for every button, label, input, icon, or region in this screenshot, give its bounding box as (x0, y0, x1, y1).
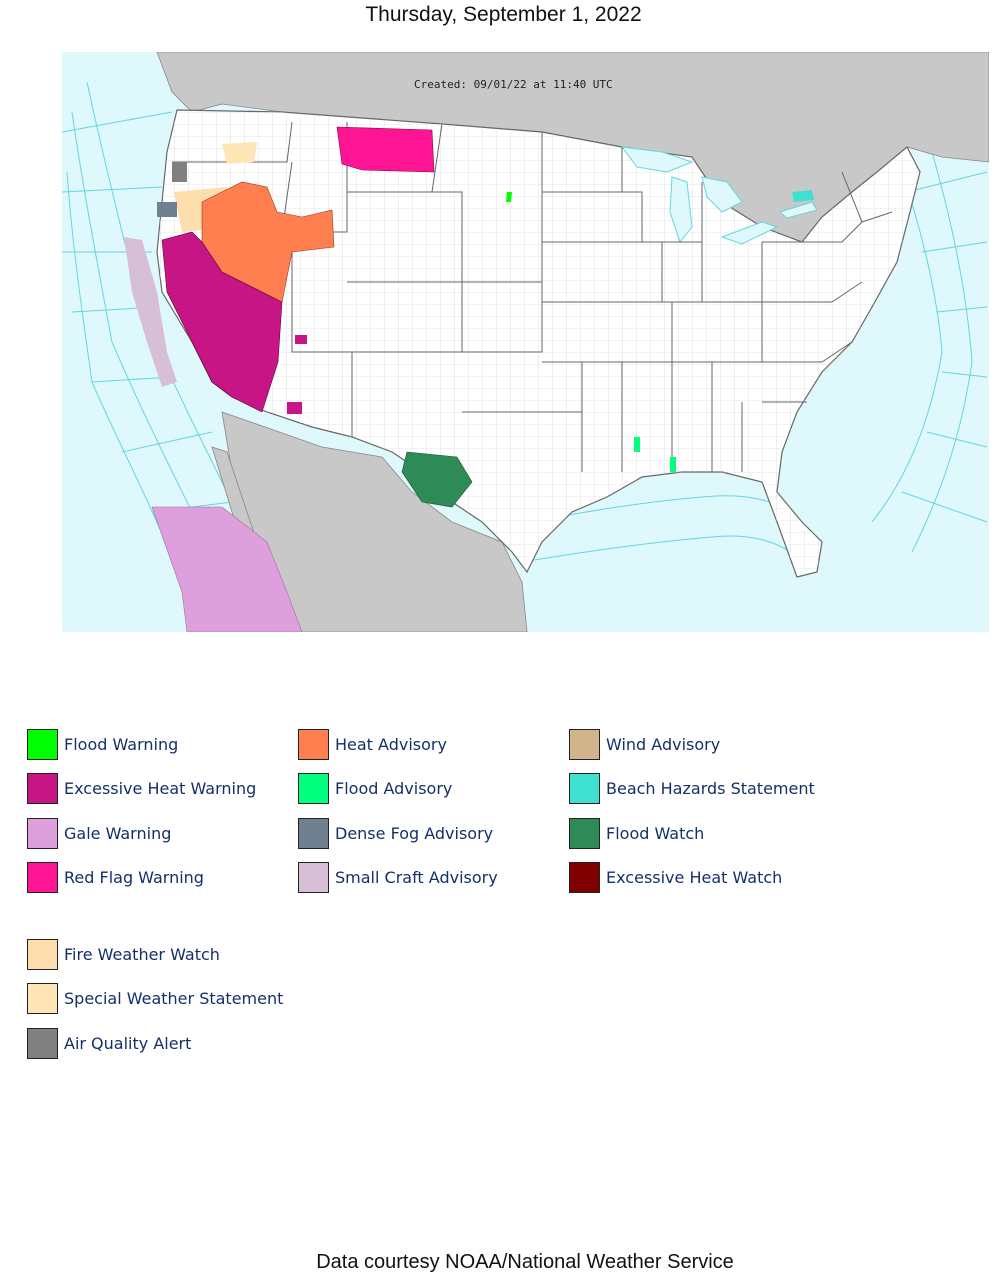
legend-label: Dense Fog Advisory (335, 823, 494, 843)
lake-erie (720, 221, 779, 245)
legend-label: Beach Hazards Statement (606, 778, 815, 798)
legend-label: Flood Advisory (335, 778, 453, 798)
flood-watch-area (401, 451, 473, 508)
legend-swatch (27, 772, 58, 804)
created-timestamp: Created: 09/01/22 at 11:40 UTC (414, 78, 613, 91)
gale-warning-area (151, 506, 303, 632)
flood-warning-area (506, 192, 512, 202)
legend-label: Air Quality Alert (64, 1033, 192, 1053)
legend-item-flood-warning: Flood Warning (27, 727, 178, 761)
legend-item-special-weather-statement: Special Weather Statement (27, 981, 283, 1015)
legend-swatch (27, 1027, 58, 1059)
legend-swatch (27, 861, 58, 893)
legend-swatch (298, 728, 329, 760)
legend-swatch (298, 817, 329, 849)
legend-label: Flood Watch (606, 823, 705, 843)
alert-polygons (124, 126, 814, 632)
map-svg: Created: 09/01/22 at 11:40 UTC (62, 52, 989, 632)
legend-item-beach-hazards-statement: Beach Hazards Statement (569, 771, 815, 805)
lake-huron (701, 176, 743, 213)
legend-swatch (27, 938, 58, 970)
legend-swatch (27, 982, 58, 1014)
legend-item-heat-advisory: Heat Advisory (298, 727, 447, 761)
lake-ontario (778, 201, 818, 219)
legend-swatch (27, 817, 58, 849)
county-lines (157, 110, 920, 577)
excessive-heat-warning-area (161, 231, 283, 413)
legend-label: Flood Warning (64, 734, 179, 754)
legend-swatch (27, 728, 58, 760)
legend-item-excessive-heat-watch: Excessive Heat Watch (569, 860, 782, 894)
legend-label: Wind Advisory (606, 734, 721, 754)
legend-label: Special Weather Statement (64, 988, 284, 1008)
data-credit: Data courtesy NOAA/National Weather Serv… (316, 1251, 734, 1273)
special-weather-statement-area (222, 142, 257, 164)
lake-michigan (669, 176, 693, 244)
flood-advisory-area (634, 437, 640, 452)
legend-swatch (569, 861, 600, 893)
legend-label: Small Craft Advisory (335, 867, 498, 887)
legend-item-flood-advisory: Flood Advisory (298, 771, 452, 805)
small-craft-advisory-area (124, 237, 177, 387)
legend-item-fire-weather-watch: Fire Weather Watch (27, 937, 220, 971)
legend-item-dense-fog-advisory: Dense Fog Advisory (298, 816, 493, 850)
legend-label: Fire Weather Watch (64, 944, 220, 964)
weather-alerts-map: Created: 09/01/22 at 11:40 UTC (62, 52, 989, 632)
legend-label: Excessive Heat Watch (606, 867, 783, 887)
legend-label: Gale Warning (64, 823, 172, 843)
legend-swatch (569, 817, 600, 849)
excessive-heat-warning-area-nv (295, 335, 307, 344)
legend-item-excessive-heat-warning: Excessive Heat Warning (27, 771, 256, 805)
excessive-heat-warning-area-az (287, 402, 302, 414)
legend-item-flood-watch: Flood Watch (569, 816, 704, 850)
legend-item-small-craft-advisory: Small Craft Advisory (298, 860, 498, 894)
air-quality-alert-area (172, 162, 187, 182)
flood-advisory-area-2 (670, 457, 676, 472)
legend-item-red-flag-warning: Red Flag Warning (27, 860, 204, 894)
legend-item-air-quality-alert: Air Quality Alert (27, 1026, 191, 1060)
legend-swatch (298, 861, 329, 893)
legend-item-gale-warning: Gale Warning (27, 816, 171, 850)
dense-fog-advisory-area (157, 202, 177, 217)
legend-label: Heat Advisory (335, 734, 447, 754)
legend-item-wind-advisory: Wind Advisory (569, 727, 720, 761)
legend-label: Excessive Heat Warning (64, 778, 257, 798)
red-flag-warning-area (336, 126, 435, 173)
lake-superior (620, 146, 694, 173)
legend-swatch (569, 728, 600, 760)
legend-swatch (298, 772, 329, 804)
page-title: Thursday, September 1, 2022 (365, 3, 642, 26)
legend-label: Red Flag Warning (64, 867, 204, 887)
beach-hazards-statement-area (792, 190, 814, 202)
legend-swatch (569, 772, 600, 804)
